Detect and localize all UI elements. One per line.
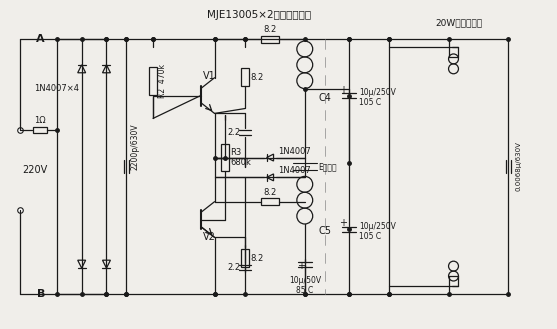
Text: MJE13005×2（加散热板）: MJE13005×2（加散热板） xyxy=(207,10,311,20)
Text: A: A xyxy=(36,34,45,44)
Bar xyxy=(33,127,47,133)
Text: 1Ω: 1Ω xyxy=(34,116,46,125)
Bar xyxy=(261,198,279,205)
Text: 8.2: 8.2 xyxy=(263,25,277,34)
Text: 220V: 220V xyxy=(22,165,47,175)
Text: 0.0068μ/630V: 0.0068μ/630V xyxy=(516,141,522,191)
Text: E型磁芯: E型磁芯 xyxy=(319,162,338,171)
Text: B: B xyxy=(37,289,45,299)
Text: 2.2: 2.2 xyxy=(227,263,240,272)
Text: 8.2: 8.2 xyxy=(250,254,263,263)
Polygon shape xyxy=(102,65,110,73)
Text: 1N4007: 1N4007 xyxy=(278,147,311,156)
Text: 10μ/250V
105 C: 10μ/250V 105 C xyxy=(359,222,396,241)
Bar xyxy=(241,68,249,86)
Text: R3
680k: R3 680k xyxy=(231,148,251,167)
Polygon shape xyxy=(78,65,86,73)
Text: 1N4007×4: 1N4007×4 xyxy=(35,84,80,93)
Text: C5: C5 xyxy=(319,226,331,237)
Text: +: + xyxy=(339,85,348,95)
Text: C4: C4 xyxy=(319,92,331,103)
Text: +: + xyxy=(339,218,348,228)
Bar xyxy=(241,249,249,267)
Text: 8.2: 8.2 xyxy=(250,73,263,82)
Text: 1N4007: 1N4007 xyxy=(278,166,311,175)
Text: 20W直管日光灯: 20W直管日光灯 xyxy=(435,18,482,27)
Text: 8.2: 8.2 xyxy=(263,188,277,197)
Bar xyxy=(149,67,157,95)
Bar xyxy=(222,144,229,171)
Bar xyxy=(261,36,279,42)
Text: V1: V1 xyxy=(203,71,216,81)
Polygon shape xyxy=(267,154,273,161)
Text: 2.2: 2.2 xyxy=(227,128,240,137)
Text: 10μ/50V
85 C: 10μ/50V 85 C xyxy=(289,276,321,295)
Text: 2200p/630V: 2200p/630V xyxy=(130,123,139,170)
Polygon shape xyxy=(78,260,86,268)
Polygon shape xyxy=(267,174,273,181)
Polygon shape xyxy=(102,260,110,268)
Text: +: + xyxy=(297,261,305,271)
Text: R2  470k: R2 470k xyxy=(158,64,167,98)
Text: 10μ/250V
105 C: 10μ/250V 105 C xyxy=(359,88,396,107)
Text: V2: V2 xyxy=(203,232,216,242)
